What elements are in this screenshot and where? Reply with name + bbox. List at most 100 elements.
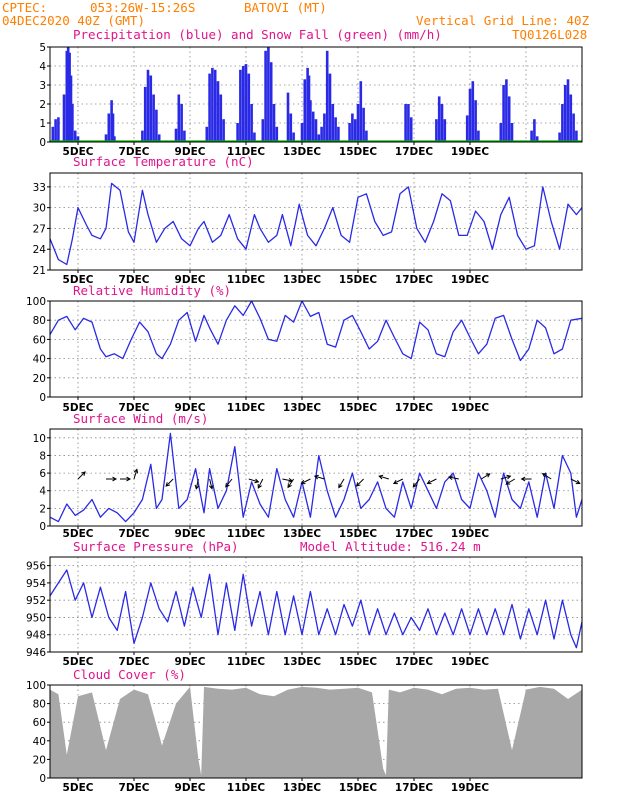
- humidity-xtick-2: 9DEC: [175, 402, 206, 414]
- precip-bar-69: [359, 81, 363, 142]
- humidity-ytick-3: 60: [33, 334, 46, 346]
- precip-xtick-6: 17DEC: [395, 146, 434, 158]
- humidity-ytick-4: 80: [33, 315, 46, 327]
- wind-arrow-18: [412, 478, 420, 488]
- pressure-xtick-3: 11DEC: [227, 656, 266, 668]
- wind-arrow-head-9: [257, 483, 262, 489]
- wind-arrow-11: [287, 478, 295, 488]
- precip-bar-83: [477, 130, 480, 142]
- precip-bar-76: [437, 96, 441, 142]
- wind-arrow-8: [248, 478, 259, 483]
- precip-bar-25: [180, 104, 183, 142]
- precip-bar-77: [440, 104, 444, 142]
- wind-arrow-14: [338, 478, 345, 488]
- precip-bar-44: [269, 62, 273, 143]
- wind-arrow-head-5: [194, 484, 200, 490]
- precip-bar-67: [353, 119, 357, 142]
- precip-bar-0: [51, 126, 55, 142]
- wind-arrow-head-19: [426, 479, 432, 485]
- wind-arrow-12: [301, 478, 311, 484]
- precip-bar-27: [205, 126, 209, 142]
- precip-bar-1: [54, 119, 57, 142]
- cloud-ytick-0: 0: [39, 773, 46, 785]
- humidity-ytick-5: 100: [26, 296, 46, 308]
- precip-bar-3: [62, 94, 66, 142]
- wind-arrow-head-16: [378, 474, 384, 480]
- precip-bar-57: [317, 134, 321, 142]
- header-source: CPTEC:: [2, 0, 47, 15]
- pressure-ytick-0: 946: [26, 647, 46, 659]
- wind-arrow-head-4: [165, 482, 171, 487]
- precip-bar-55: [311, 111, 315, 142]
- wind-arrow-22: [500, 475, 511, 480]
- wind-title: Surface Wind (m/s): [73, 411, 208, 426]
- pressure-ytick-5: 956: [26, 561, 46, 573]
- wind-arrow-head-25: [541, 473, 547, 478]
- precip-bar-40: [253, 132, 256, 142]
- precip-bar-22: [157, 134, 161, 142]
- precip-bar-50: [300, 123, 304, 142]
- precip-bar-73: [407, 104, 410, 142]
- temperature-ytick-3: 30: [33, 203, 46, 215]
- precip-bar-87: [507, 96, 511, 142]
- cloud-xtick-1: 7DEC: [119, 782, 150, 794]
- precip-xtick-4: 13DEC: [283, 146, 322, 158]
- wind-arrow-7: [225, 478, 233, 488]
- pressure-frame: [49, 556, 583, 653]
- wind-arrow-head-12: [300, 479, 306, 485]
- panels-group: 0 1 2 3 4 5 5DEC 7DEC 9DEC 11DEC 13DEC 15DEC 17DEC 19…: [26, 42, 583, 794]
- wind-xtick-3: 11DEC: [227, 528, 266, 540]
- pressure-xtick-4: 13DEC: [283, 656, 322, 668]
- precip-bar-10: [76, 136, 80, 142]
- precip-bar-84: [499, 123, 503, 142]
- wind-arrow-head-6: [208, 484, 214, 490]
- humidity-xtick-3: 11DEC: [227, 402, 266, 414]
- precip-bar-7: [69, 75, 73, 142]
- cloud-xtick-3: 11DEC: [227, 782, 266, 794]
- wind-arrow-head-23: [505, 480, 511, 485]
- wind-arrow-16: [379, 475, 389, 480]
- temperature-ytick-2: 27: [33, 223, 46, 235]
- precip-bar-18: [146, 69, 150, 142]
- wind-arrow-head-2: [126, 476, 132, 482]
- precip-bar-89: [530, 130, 533, 142]
- precip-bar-13: [110, 100, 113, 142]
- wind-arrow-head-18: [412, 482, 418, 488]
- pressure-xtick-1: 7DEC: [119, 656, 150, 668]
- precip-bar-61: [328, 73, 332, 142]
- temperature-ytick-1: 24: [33, 244, 47, 256]
- cloud-xtick-2: 9DEC: [175, 782, 206, 794]
- precip-bar-96: [569, 94, 573, 142]
- wind-xtick-6: 17DEC: [395, 528, 434, 540]
- precip-bar-34: [236, 123, 239, 142]
- precip-bar-75: [435, 119, 438, 142]
- precip-bar-72: [404, 104, 407, 142]
- wind-arrow-10: [282, 478, 293, 482]
- wind-arrow-13: [314, 475, 325, 480]
- temperature-xtick-5: 15DEC: [339, 274, 378, 286]
- precip-bar-81: [471, 81, 475, 142]
- precip-bar-91: [535, 136, 539, 142]
- wind-arrow-head-14: [338, 483, 343, 489]
- precip-bar-19: [149, 75, 153, 142]
- precip-bar-20: [152, 94, 155, 142]
- precip-bar-70: [362, 107, 365, 142]
- wind-xtick-4: 13DEC: [283, 528, 322, 540]
- precip-bar-5: [66, 47, 70, 142]
- precip-bar-66: [351, 113, 354, 142]
- cloud-xtick-0: 5DEC: [63, 782, 94, 794]
- precip-bar-26: [183, 130, 186, 142]
- precip-xtick-5: 15DEC: [339, 146, 378, 158]
- precip-bar-4: [65, 50, 69, 142]
- precip-bar-85: [502, 85, 505, 142]
- precip-bar-23: [174, 128, 178, 142]
- precip-bar-37: [244, 64, 248, 142]
- temperature-title: Surface Temperature (nC): [73, 154, 254, 169]
- wind-arrow-17: [393, 478, 404, 484]
- precip-bar-47: [286, 92, 290, 142]
- humidity-ytick-2: 40: [33, 354, 46, 366]
- pressure-xtick-7: 19DEC: [451, 656, 490, 668]
- wind-arrow-head-17: [392, 479, 398, 485]
- wind-ytick-4: 8: [39, 450, 46, 462]
- precip-bar-36: [241, 66, 245, 142]
